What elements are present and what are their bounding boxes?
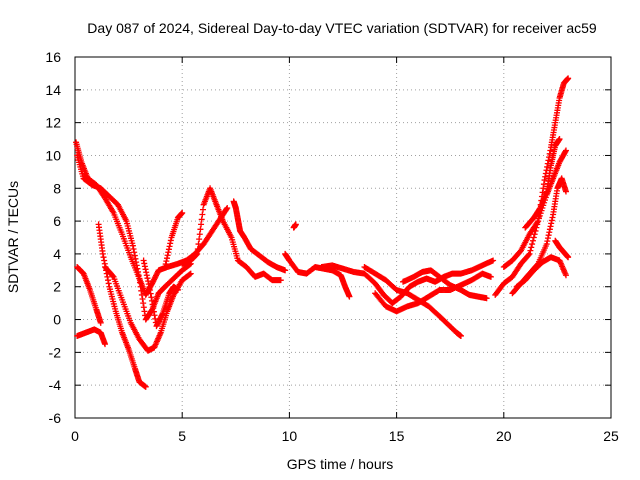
- data-point: [97, 319, 104, 326]
- y-tick-label: 8: [53, 180, 61, 196]
- data-point: [224, 204, 231, 211]
- data-point: [102, 341, 109, 348]
- series-trace-n: [361, 264, 464, 339]
- series-trace-l: [290, 221, 299, 231]
- x-tick-label: 20: [496, 428, 512, 444]
- x-tick-label: 15: [389, 428, 405, 444]
- series-trace-j: [230, 198, 289, 274]
- data-point: [483, 295, 490, 302]
- data-point: [142, 383, 149, 390]
- data-point: [530, 234, 537, 241]
- data-point: [490, 257, 497, 264]
- y-tick-label: 6: [53, 213, 61, 229]
- y-tick-label: 16: [45, 49, 61, 65]
- data-point: [565, 75, 572, 82]
- x-tick-label: 5: [178, 428, 186, 444]
- plot-frame: [74, 56, 612, 419]
- data-point: [528, 244, 535, 251]
- data-point: [457, 332, 464, 339]
- data-point: [556, 136, 563, 143]
- series-trace-o: [372, 270, 494, 315]
- y-tick-label: 4: [53, 246, 61, 262]
- data-point: [109, 272, 116, 279]
- data-point: [179, 209, 186, 216]
- data-point: [346, 293, 353, 300]
- data-point: [562, 147, 569, 154]
- data-point: [534, 219, 541, 226]
- series-trace-b: [74, 152, 194, 323]
- data-points: [73, 75, 572, 390]
- series-trace-p: [400, 267, 490, 302]
- x-tick-label: 0: [71, 428, 79, 444]
- y-axis-label: SDTVAR / TECUs: [5, 181, 21, 293]
- series-trace-u: [513, 254, 569, 290]
- data-point: [531, 231, 538, 238]
- series-trace-q: [492, 75, 572, 298]
- data-point: [174, 287, 181, 294]
- data-point: [292, 221, 299, 228]
- data-point: [529, 237, 536, 244]
- y-tick-label: 12: [45, 115, 61, 131]
- data-point: [187, 270, 194, 277]
- data-point: [282, 267, 289, 274]
- y-tick-label: 0: [53, 312, 61, 328]
- x-axis-label: GPS time / hours: [287, 456, 394, 472]
- x-tick-label: 10: [282, 428, 298, 444]
- data-point: [565, 254, 572, 261]
- series-trace-e: [95, 221, 149, 390]
- series-trace-m: [318, 257, 497, 307]
- series-trace-r: [500, 147, 569, 271]
- series-trace-v: [552, 237, 572, 261]
- series-trace-c: [74, 264, 104, 326]
- y-tick-label: -4: [49, 377, 62, 393]
- y-tick-label: 2: [53, 279, 61, 295]
- chart-title: Day 087 of 2024, Sidereal Day-to-day VTE…: [87, 20, 597, 36]
- data-point: [562, 188, 569, 195]
- y-tick-label: -2: [49, 344, 62, 360]
- series-trace-k: [282, 250, 353, 300]
- y-tick-label: 10: [45, 147, 61, 163]
- series-trace-g: [140, 257, 181, 330]
- series-trace-s: [509, 175, 569, 297]
- data-point: [527, 247, 534, 254]
- data-point: [529, 241, 536, 248]
- data-point: [562, 272, 569, 279]
- data-point: [277, 277, 284, 284]
- data-point: [526, 250, 533, 257]
- series-trace-i: [179, 185, 284, 284]
- series-trace-t: [522, 136, 563, 231]
- series-trace-h: [162, 209, 186, 271]
- y-tick-label: -6: [49, 410, 62, 426]
- axis-ticks: 0 5 10 15 20 25 -6 -4 -2 0 2 4 6 8 10 12 14 16: [45, 49, 619, 444]
- series-trace-d: [74, 326, 109, 348]
- y-tick-label: 14: [45, 82, 61, 98]
- data-point: [487, 273, 494, 280]
- x-tick-label: 25: [603, 428, 619, 444]
- data-point: [525, 251, 532, 258]
- data-point: [186, 271, 193, 278]
- series-trace-a: [73, 139, 231, 298]
